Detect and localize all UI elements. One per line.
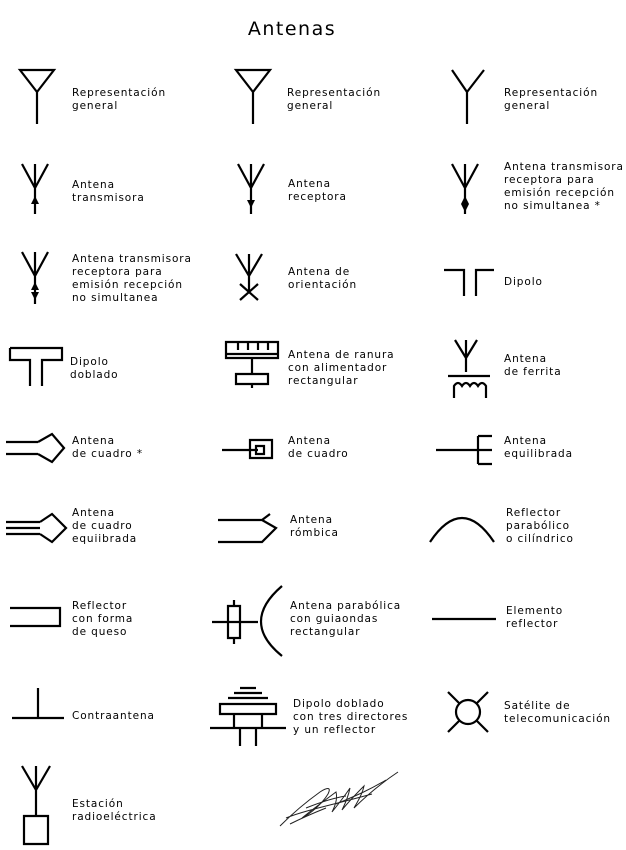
antenna-tx-rx-icon bbox=[451, 163, 479, 214]
folded-dipole-directors-icon bbox=[210, 686, 286, 746]
label-antena-transmisora: Antena transmisora bbox=[72, 179, 145, 204]
folded-dipole-icon bbox=[8, 346, 64, 386]
balanced-loop-antenna-icon bbox=[6, 512, 68, 544]
antenna-receiver-icon bbox=[237, 163, 265, 214]
dipole-icon bbox=[444, 268, 494, 296]
ferrite-antenna-icon bbox=[448, 339, 490, 398]
label-antena-equilibrada: Antena equilibrada bbox=[504, 435, 573, 460]
balanced-antenna-icon bbox=[436, 434, 492, 466]
rhombic-antenna-icon bbox=[218, 513, 278, 544]
label-dipolo: Dipolo bbox=[504, 276, 543, 288]
cheese-reflector-icon bbox=[10, 606, 62, 628]
label-reflector-queso: Reflector con forma de queso bbox=[72, 600, 134, 638]
label-antena-cuadro-equilibrada: Antena de cuadro equiibrada bbox=[72, 507, 138, 545]
label-antena-rombica: Antena rómbica bbox=[290, 514, 339, 539]
label-contraantena: Contraantena bbox=[72, 710, 155, 722]
satellite-icon bbox=[447, 691, 489, 733]
parabolic-waveguide-antenna-icon bbox=[212, 585, 283, 657]
antenna-tx-rx-icon bbox=[21, 251, 49, 304]
label-satelite: Satélite de telecomunicación bbox=[504, 700, 611, 725]
label-antena-ranura: Antena de ranura con alimentador rectang… bbox=[288, 349, 395, 387]
loop-antenna-icon bbox=[6, 432, 66, 464]
antenna-transmitter-icon bbox=[21, 163, 49, 214]
label-antena-ferrita: Antena de ferrita bbox=[504, 353, 562, 378]
label-antena-orientacion: Antena de orientación bbox=[288, 266, 357, 291]
label-rep-general-3: Representación general bbox=[504, 87, 599, 112]
signature bbox=[279, 771, 399, 827]
label-antena-parabolica: Antena parabólica con guiaondas rectangu… bbox=[290, 600, 402, 638]
antenna-general-icon bbox=[233, 68, 273, 124]
slot-antenna-icon bbox=[224, 340, 280, 388]
label-reflector-parabolico: Reflector parabólico o cilíndrico bbox=[506, 507, 574, 545]
label-rep-general-2: Representación general bbox=[287, 87, 382, 112]
antenna-orientation-icon bbox=[235, 253, 263, 301]
antenna-general-icon bbox=[17, 68, 57, 124]
reflector-element-icon bbox=[432, 617, 496, 621]
label-estacion-radio: Estación radioeléctrica bbox=[72, 798, 157, 823]
label-elemento-reflector: Elemento reflector bbox=[506, 605, 564, 630]
radio-station-icon bbox=[21, 765, 51, 846]
loop-antenna-icon bbox=[222, 438, 274, 460]
label-antena-cuadro: Antena de cuadro bbox=[288, 435, 349, 460]
antenna-general-icon bbox=[451, 69, 485, 124]
counterpoise-icon bbox=[12, 688, 64, 720]
label-rep-general-1: Representación general bbox=[72, 87, 167, 112]
parabolic-reflector-icon bbox=[429, 516, 495, 543]
page-title: Antenas bbox=[247, 18, 337, 40]
label-dipolo-doblado: Dipolo doblado bbox=[70, 356, 119, 381]
label-antena-tx-rx-2: Antena transmisora receptora para emisió… bbox=[72, 253, 192, 304]
label-antena-receptora: Antena receptora bbox=[288, 178, 347, 203]
label-antena-cuadro-star: Antena de cuadro * bbox=[72, 435, 143, 460]
label-dipolo-directores: Dipolo doblado con tres directores y un … bbox=[293, 698, 409, 736]
label-antena-tx-rx-1: Antena transmisora receptora para emisió… bbox=[504, 161, 624, 212]
